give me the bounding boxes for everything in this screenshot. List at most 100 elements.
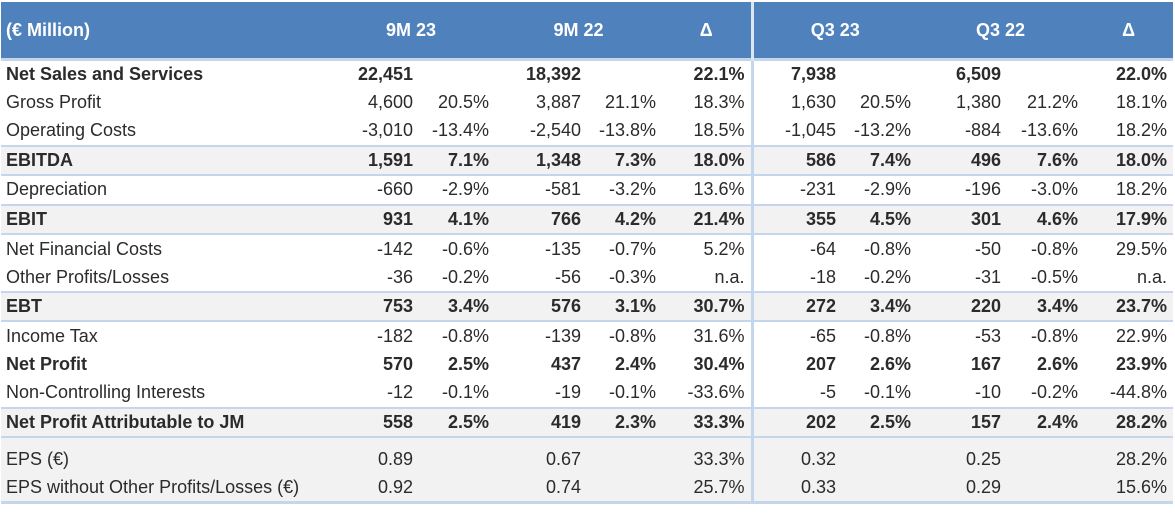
table-row-eps-without-other: EPS without Other Profits/Losses (€) 0.92… — [1, 473, 1174, 504]
cell-d1: -33.6% — [687, 382, 745, 402]
spacer-cell — [495, 435, 587, 446]
cell-p3: -2.9% — [863, 179, 912, 199]
cell-v2: -139 — [544, 325, 581, 346]
unit-header: (€ Million) — [1, 2, 327, 60]
cell-d1: 30.4% — [693, 354, 745, 374]
cell-p1: 20.5% — [437, 91, 489, 112]
cell-p2: 4.2% — [587, 203, 662, 235]
income-statement-table: (€ Million) 9M 23 9M 22 Δ Q3 23 Q3 22 Δ … — [1, 2, 1174, 504]
cell-p3: -13.2% — [853, 120, 912, 140]
cell-p3: 2.5% — [842, 406, 918, 438]
cell-d1: 18.0% — [662, 144, 752, 176]
cell-d2: 15.6% — [1084, 473, 1174, 504]
cell-p4: 21.2% — [1026, 91, 1079, 112]
cell-p4: 2.6% — [1037, 354, 1079, 374]
cell-p3: 20.5% — [859, 91, 912, 112]
cell-v4: -31 — [975, 266, 1002, 287]
cell-v4: 6,509 — [917, 58, 1008, 88]
row-label: Net Financial Costs — [6, 238, 163, 259]
cell-d2: 18.2% — [1115, 120, 1168, 140]
cell-v3: -18 — [750, 263, 842, 292]
cell-v2: 419 — [495, 406, 587, 438]
cell-d2: 18.1% — [1115, 91, 1168, 112]
row-label: Net Profit — [6, 354, 87, 374]
cell-p1: -13.4% — [431, 120, 489, 140]
cell-p4: -0.8% — [1031, 325, 1079, 346]
spacer-cell — [842, 435, 918, 446]
cell-p2: 2.3% — [587, 406, 662, 438]
cell-p2 — [587, 58, 662, 88]
cell-p4: -0.8% — [1031, 238, 1079, 259]
cell-p3 — [842, 58, 918, 88]
cell-d2: 29.5% — [1115, 238, 1168, 259]
row-label: EBITDA — [1, 144, 327, 176]
cell-p4: 4.6% — [1007, 203, 1085, 235]
table-row-ebit: EBIT 931 4.1% 766 4.2% 21.4% 355 4.5% 301 4.6% 17.… — [1, 203, 1174, 235]
cell-d1: 33.3% — [662, 445, 752, 474]
cell-p1: 3.4% — [419, 290, 495, 322]
cell-p1: 7.1% — [419, 144, 495, 176]
table-row-net-sales-and-services: Net Sales and Services 22,451 18,392 22.1% 7… — [1, 58, 1174, 88]
header-q323: Q3 23 — [750, 2, 918, 60]
cell-v3: 7,938 — [750, 58, 842, 88]
cell-v2: 437 — [550, 354, 581, 374]
cell-p3 — [842, 445, 918, 474]
cell-d1: 18.5% — [693, 120, 745, 140]
row-label: EBT — [1, 290, 327, 322]
spacer-cell — [419, 435, 495, 446]
cell-v1: 4,600 — [367, 91, 413, 112]
row-label: EPS (€) — [1, 445, 327, 474]
cell-p1: -0.1% — [441, 382, 489, 402]
cell-p4: -0.2% — [1031, 382, 1079, 402]
cell-d2: 18.2% — [1115, 179, 1168, 199]
cell-d1: 13.6% — [693, 179, 745, 199]
table-row-depreciation: Depreciation -660 -2.9% -581 -3.2% 13.6% -231 -… — [1, 174, 1173, 205]
spacer-cell — [1, 435, 327, 446]
cell-v2: 3,887 — [535, 91, 581, 112]
cell-v1: 0.92 — [327, 473, 419, 504]
spacer-row — [1, 435, 1174, 446]
row-label: EBIT — [1, 203, 327, 235]
row-label: Other Profits/Losses — [6, 266, 170, 287]
cell-p2: -0.8% — [608, 325, 656, 346]
header-q322: Q3 22 — [917, 2, 1085, 60]
spacer-cell — [917, 435, 1008, 446]
cell-v1: 931 — [327, 203, 419, 235]
cell-d2: 22.0% — [1084, 58, 1174, 88]
cell-v2: 766 — [495, 203, 587, 235]
cell-p2: 2.4% — [614, 354, 656, 374]
cell-d2: 28.2% — [1084, 445, 1174, 474]
cell-p3: -0.2% — [863, 266, 912, 287]
cell-v1: -12 — [386, 382, 413, 402]
cell-v1: 1,591 — [327, 144, 419, 176]
table-row-operating-costs: Operating Costs -3,010 -13.4% -2,540 -13.8% 1… — [1, 116, 1173, 146]
row-label: Gross Profit — [6, 91, 102, 112]
table-row-net-profit-attributable: Net Profit Attributable to JM 558 2.5% 419 2… — [1, 406, 1174, 438]
cell-p2: -13.8% — [598, 120, 656, 140]
cell-v3: 202 — [750, 406, 842, 438]
cell-d1: 18.3% — [693, 91, 745, 112]
cell-p1 — [419, 58, 495, 88]
cell-p2: 3.1% — [587, 290, 662, 322]
cell-p2: -0.7% — [608, 238, 656, 259]
cell-p4: -13.6% — [1020, 120, 1079, 140]
cell-p1: 2.5% — [447, 354, 489, 374]
cell-v3: -65 — [750, 320, 842, 351]
cell-v1: -142 — [376, 238, 413, 259]
cell-p4: 7.6% — [1007, 144, 1085, 176]
spacer-cell — [1007, 435, 1085, 446]
cell-v4: 220 — [917, 290, 1008, 322]
cell-d2: n.a. — [1137, 266, 1168, 287]
cell-p2 — [587, 445, 662, 474]
cell-v2: 18,392 — [495, 58, 587, 88]
cell-d1: 21.4% — [662, 203, 752, 235]
cell-v1: 0.89 — [327, 445, 419, 474]
cell-v3: 0.33 — [750, 473, 842, 504]
cell-p3: 2.6% — [869, 354, 912, 374]
cell-v2: -581 — [544, 179, 581, 199]
cell-p3: -0.8% — [863, 238, 912, 259]
row-label: Depreciation — [6, 179, 108, 199]
row-label: Net Sales and Services — [1, 58, 327, 88]
cell-p4: 2.4% — [1007, 406, 1085, 438]
